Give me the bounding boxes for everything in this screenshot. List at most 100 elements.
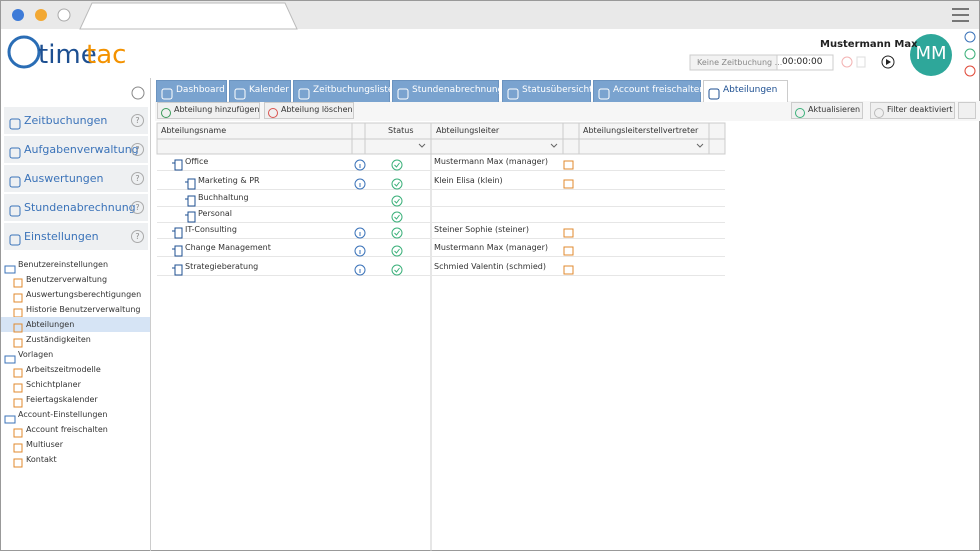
tree-item[interactable]: Auswertungsberechtigungen	[26, 290, 142, 299]
tab-icon	[234, 85, 246, 100]
column-header[interactable]: Abteilungsleiterstellvertreter	[583, 126, 699, 135]
tree-item[interactable]: Account freischalten	[26, 425, 108, 434]
menu-label[interactable]: Zeitbuchungen	[24, 114, 108, 127]
folder-icon	[4, 350, 16, 364]
menu-icon	[9, 144, 21, 159]
menu-label[interactable]: Auswertungen	[24, 172, 104, 185]
deputy-icon	[563, 156, 575, 170]
menu-item[interactable]	[4, 194, 148, 221]
leader[interactable]: Steiner Sophie (steiner)	[434, 225, 529, 234]
tab-label[interactable]: Zeitbuchungsliste	[313, 85, 394, 95]
department-icon	[172, 242, 184, 257]
menu-item[interactable]	[4, 165, 148, 192]
filter-input-label[interactable]: Filter deaktiviert	[887, 105, 953, 114]
filter-input-icon	[873, 104, 885, 118]
tree-item[interactable]: Benutzerverwaltung	[26, 275, 108, 284]
add-button[interactable]	[157, 102, 260, 119]
menu-item[interactable]	[4, 136, 148, 163]
delete-button[interactable]	[264, 102, 354, 119]
tab[interactable]	[502, 80, 591, 102]
help-icon[interactable]: ?	[131, 201, 144, 214]
menu-label[interactable]: Stundenabrechnung	[24, 201, 136, 214]
department-icon	[172, 156, 184, 171]
delete-button-label[interactable]: Abteilung löschen	[281, 105, 353, 114]
status-icon	[391, 224, 403, 239]
help-icon[interactable]: ?	[131, 172, 144, 185]
item-icon	[12, 439, 24, 453]
menu-icon	[9, 115, 21, 130]
department-name[interactable]: Strategieberatung	[185, 262, 259, 271]
add-button-icon	[160, 104, 172, 118]
tab[interactable]	[593, 80, 701, 102]
tree-item[interactable]: Abteilungen	[26, 320, 75, 329]
menu-item[interactable]	[4, 107, 148, 134]
status-icon	[391, 242, 403, 257]
refresh-button[interactable]	[791, 102, 863, 119]
tree-item[interactable]: Feiertagskalender	[26, 395, 98, 404]
user-name: Mustermann Max	[820, 39, 918, 50]
logo-left: time	[38, 40, 97, 70]
tree-item[interactable]: Arbeitszeitmodelle	[26, 365, 101, 374]
deputy-icon	[563, 261, 575, 275]
deputy-icon	[563, 242, 575, 256]
tab-label[interactable]: Stundenabrechnung	[412, 85, 504, 95]
tree-group[interactable]: Benutzereinstellungen	[18, 260, 109, 269]
leader[interactable]: Klein Elisa (klein)	[434, 176, 503, 185]
department-name[interactable]: Buchhaltung	[198, 193, 249, 202]
department-name[interactable]: Office	[185, 157, 209, 166]
tab-icon	[598, 85, 610, 100]
menu-item[interactable]	[4, 223, 148, 250]
department-name[interactable]: Change Management	[185, 243, 271, 252]
tab-icon	[298, 85, 310, 100]
tree-group[interactable]: Account-Einstellungen	[18, 410, 108, 419]
menu-label[interactable]: Aufgabenverwaltung	[24, 143, 139, 156]
item-icon	[12, 454, 24, 468]
department-name[interactable]: Marketing & PR	[198, 176, 260, 185]
tree-item[interactable]: Schichtplaner	[26, 380, 81, 389]
refresh-button-label[interactable]: Aktualisieren	[808, 105, 861, 114]
tab-label[interactable]: Kalender	[249, 85, 289, 95]
row-line	[157, 222, 725, 223]
status-icon	[391, 156, 403, 171]
column-header[interactable]: Abteilungsname	[161, 126, 227, 135]
tab-icon	[161, 85, 173, 100]
folder-icon	[4, 260, 16, 274]
tab-label[interactable]: Dashboard	[176, 85, 225, 95]
print-button[interactable]	[958, 102, 976, 119]
tab-label[interactable]: Statusübersicht	[522, 85, 593, 95]
leader[interactable]: Mustermann Max (manager)	[434, 243, 549, 252]
tab[interactable]	[293, 80, 390, 102]
help-icon[interactable]: ?	[131, 230, 144, 243]
department-name[interactable]: Personal	[198, 209, 233, 218]
leader[interactable]: Schmied Valentin (schmied)	[434, 262, 546, 271]
avatar[interactable]: MM	[915, 43, 947, 64]
timer: 00:00:00	[782, 57, 823, 67]
tree-item[interactable]: Zuständigkeiten	[26, 335, 91, 344]
tree-item[interactable]: Historie Benutzerverwaltung	[26, 305, 141, 314]
item-icon	[12, 334, 24, 348]
tree-group[interactable]: Vorlagen	[18, 350, 54, 359]
tab[interactable]	[392, 80, 499, 102]
menu-label[interactable]: Einstellungen	[24, 230, 99, 243]
tab-label[interactable]: Account freischalten	[613, 85, 706, 95]
leader[interactable]: Mustermann Max (manager)	[434, 157, 549, 166]
department-icon	[185, 208, 197, 223]
tab-label[interactable]: Abteilungen	[723, 85, 778, 95]
tab[interactable]	[156, 80, 227, 102]
item-icon	[12, 319, 24, 333]
tree-item[interactable]: Kontakt	[26, 455, 57, 464]
column-header[interactable]: Abteilungsleiter	[436, 126, 500, 135]
row-line	[157, 256, 725, 257]
booking-select[interactable]: Keine Zeitbuchung ...	[697, 58, 783, 67]
add-button-label[interactable]: Abteilung hinzufügen	[174, 105, 260, 114]
tree-item[interactable]: Multiuser	[26, 440, 64, 449]
filter-input[interactable]	[870, 102, 955, 119]
info-icon	[354, 261, 366, 276]
item-icon	[12, 364, 24, 378]
help-icon[interactable]: ?	[131, 114, 144, 127]
help-icon[interactable]: ?	[131, 143, 144, 156]
column-header[interactable]: Status	[388, 126, 414, 135]
tab[interactable]	[703, 80, 788, 102]
info-icon	[354, 156, 366, 171]
department-name[interactable]: IT-Consulting	[185, 225, 237, 234]
